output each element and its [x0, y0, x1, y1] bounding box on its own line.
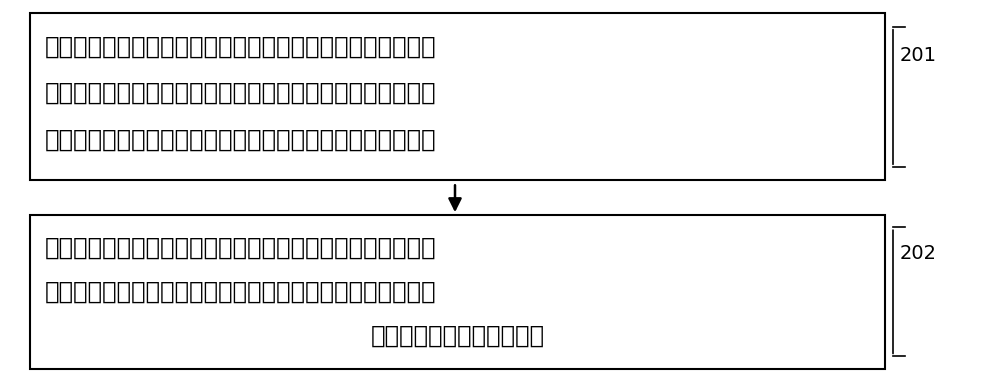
Text: 算用户电能计量模块和副表模块的测量误差，得到无误差或者: 算用户电能计量模块和副表模块的测量误差，得到无误差或者 — [45, 280, 436, 304]
Text: 列结构的用户电能计量模块、副表模块和误差参考标准装置所: 列结构的用户电能计量模块、副表模块和误差参考标准装置所 — [45, 81, 436, 105]
Text: 202: 202 — [900, 244, 937, 263]
Text: 201: 201 — [900, 46, 937, 65]
Text: 检测的电能数据，计算所述用户电能计量模块的电能测量误差: 检测的电能数据，计算所述用户电能计量模块的电能测量误差 — [45, 127, 436, 151]
Text: 等误差的用户电能计量模块: 等误差的用户电能计量模块 — [370, 324, 544, 348]
Text: 利用电能系统的电能守恒关系建立数学模型，根据所述三通阵: 利用电能系统的电能守恒关系建立数学模型，根据所述三通阵 — [45, 35, 436, 59]
FancyBboxPatch shape — [30, 215, 885, 369]
Text: 通过计算得到的误差补偿新测量得到的电能数据，持续迭代计: 通过计算得到的误差补偿新测量得到的电能数据，持续迭代计 — [45, 236, 436, 260]
FancyBboxPatch shape — [30, 13, 885, 180]
